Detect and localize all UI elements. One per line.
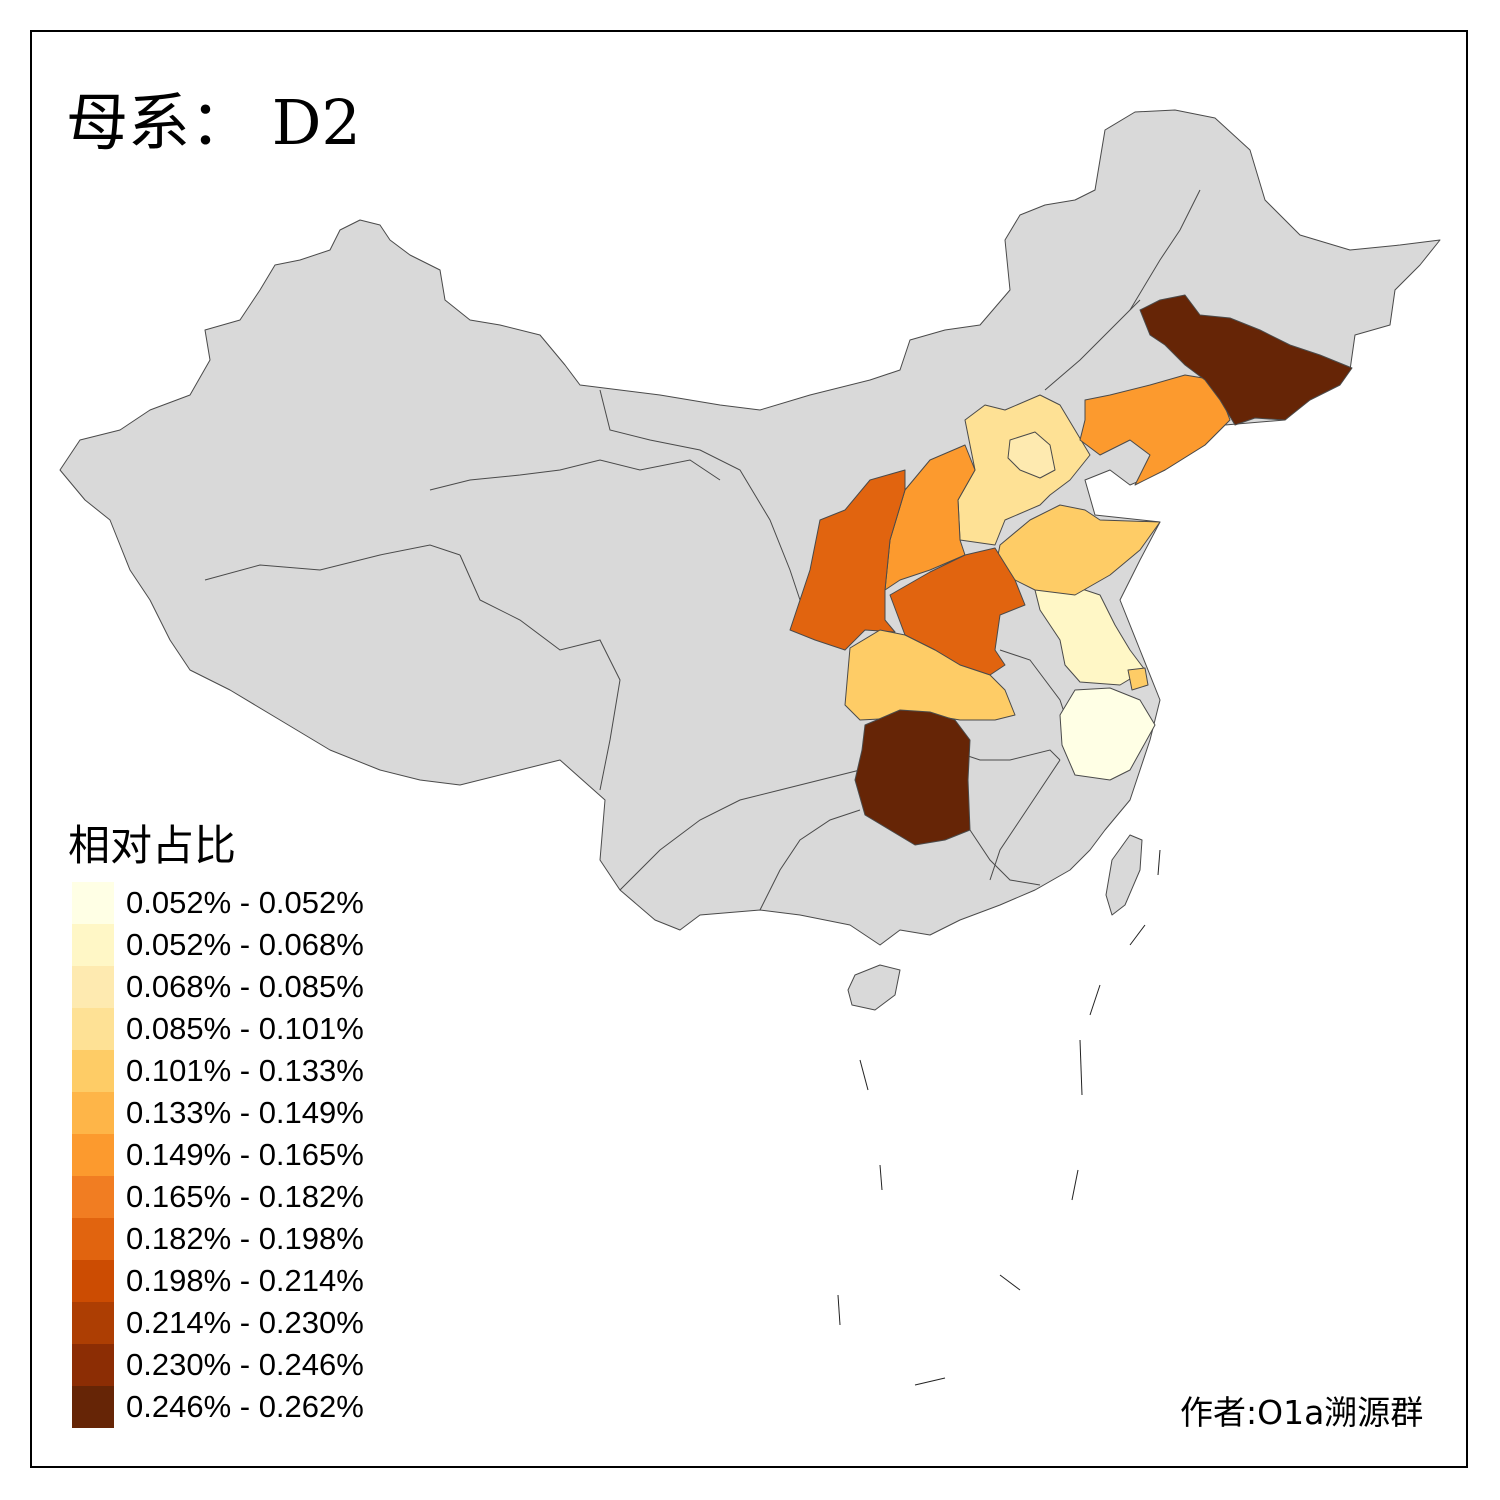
legend-swatch [72,1176,114,1218]
mainland-base [59,109,1441,946]
legend-swatch [72,1092,114,1134]
legend-row: 0.133% - 0.149% [72,1092,364,1134]
map-title: 母系： D2 [66,86,361,159]
legend-label: 0.068% - 0.085% [126,969,364,1004]
legend-swatch [72,1344,114,1386]
region-beijing-tianjin [1007,431,1056,479]
legend-title: 相对占比 [68,821,237,870]
legend-row: 0.246% - 0.262% [72,1386,364,1428]
legend-label: 0.133% - 0.149% [126,1095,364,1130]
legend-label: 0.149% - 0.165% [126,1137,364,1172]
legend-label: 0.230% - 0.246% [126,1347,364,1382]
legend-swatch [72,1260,114,1302]
legend-swatch [72,966,114,1008]
map-frame [30,30,1468,1468]
region-jilin [1139,294,1353,426]
region-hubei [844,629,1016,721]
legend-label: 0.182% - 0.198% [126,1221,364,1256]
legend-swatch [72,1134,114,1176]
region-hunan [854,709,971,846]
legend-row: 0.214% - 0.230% [72,1302,364,1344]
region-liaoning [1079,374,1231,486]
legend-swatch [72,1386,114,1428]
legend-row: 0.085% - 0.101% [72,1008,364,1050]
legend-swatch [72,924,114,966]
legend-swatch [72,1008,114,1050]
legend-label: 0.052% - 0.068% [126,927,364,962]
legend-swatch [72,1218,114,1260]
legend: 0.052% - 0.052% 0.052% - 0.068% 0.068% -… [72,882,364,1428]
legend-row: 0.052% - 0.068% [72,924,364,966]
region-shanghai [1127,667,1149,691]
legend-swatch [72,1302,114,1344]
legend-swatch [72,1050,114,1092]
legend-row: 0.052% - 0.052% [72,882,364,924]
legend-label: 0.198% - 0.214% [126,1263,364,1298]
south-sea-islands [837,849,1161,1386]
internal-borders [204,189,1201,911]
legend-row: 0.230% - 0.246% [72,1344,364,1386]
legend-label: 0.214% - 0.230% [126,1305,364,1340]
taiwan-island [1105,834,1143,916]
author-credit: 作者:O1a溯源群 [1180,1393,1424,1432]
hainan-island [847,964,901,1011]
legend-row: 0.182% - 0.198% [72,1218,364,1260]
legend-swatch [72,882,114,924]
legend-row: 0.149% - 0.165% [72,1134,364,1176]
legend-label: 0.052% - 0.052% [126,885,364,920]
region-shaanxi [789,469,906,651]
legend-row: 0.101% - 0.133% [72,1050,364,1092]
legend-label: 0.165% - 0.182% [126,1179,364,1214]
legend-row: 0.068% - 0.085% [72,966,364,1008]
legend-label: 0.246% - 0.262% [126,1389,364,1424]
region-zhejiang [1059,687,1156,781]
legend-label: 0.085% - 0.101% [126,1011,364,1046]
legend-row: 0.198% - 0.214% [72,1260,364,1302]
legend-label: 0.101% - 0.133% [126,1053,364,1088]
legend-row: 0.165% - 0.182% [72,1176,364,1218]
